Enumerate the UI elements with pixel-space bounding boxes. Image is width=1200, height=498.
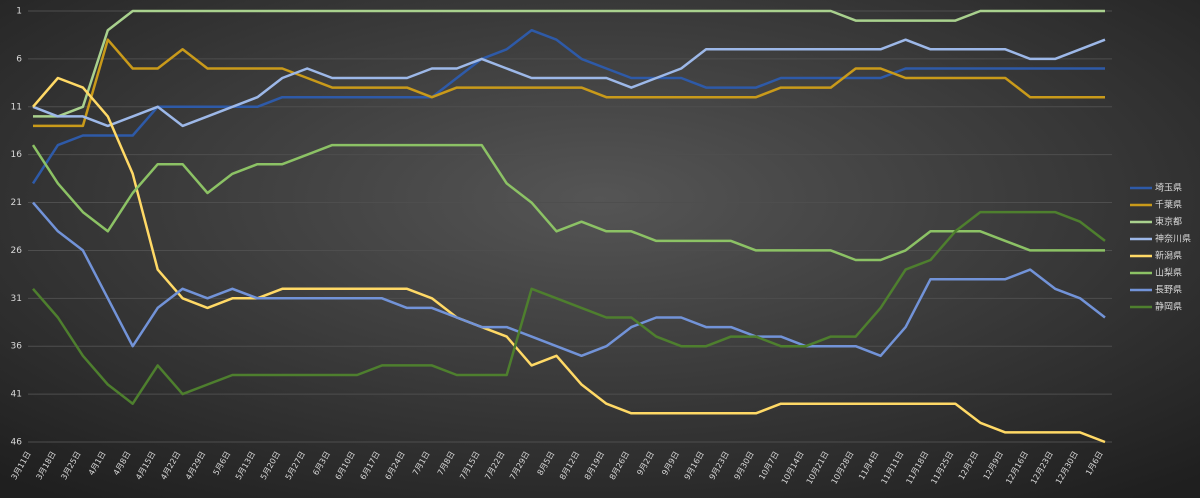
series-line <box>32 76 1106 444</box>
legend-label: 長野県 <box>1155 285 1182 296</box>
y-tick-label: 11 <box>11 102 22 112</box>
y-tick-label: 36 <box>11 342 23 352</box>
series-line <box>31 28 1105 185</box>
y-tick-label: 21 <box>11 198 22 208</box>
series-line <box>31 143 1105 262</box>
y-tick-label: 16 <box>11 150 23 160</box>
y-tick-label: 6 <box>16 54 22 64</box>
legend-label: 静岡県 <box>1155 301 1182 313</box>
series-line <box>33 9 1105 118</box>
series-line <box>33 38 1105 128</box>
series-line <box>32 201 1106 358</box>
series-line <box>32 38 1106 128</box>
y-tick-label: 46 <box>11 438 23 448</box>
y-tick-label: 1 <box>16 7 22 17</box>
legend-label: 東京都 <box>1155 216 1182 228</box>
legend-label: 千葉県 <box>1155 199 1182 211</box>
y-tick-label: 31 <box>11 294 22 304</box>
series-line <box>32 210 1106 405</box>
y-tick-label: 41 <box>11 390 22 400</box>
legend-label: 神奈川県 <box>1155 233 1191 245</box>
legend-label: 山梨県 <box>1155 267 1182 279</box>
legend-label: 埼玉県 <box>1155 182 1182 194</box>
y-tick-label: 26 <box>11 246 23 256</box>
legend-label: 新潟県 <box>1155 250 1182 262</box>
